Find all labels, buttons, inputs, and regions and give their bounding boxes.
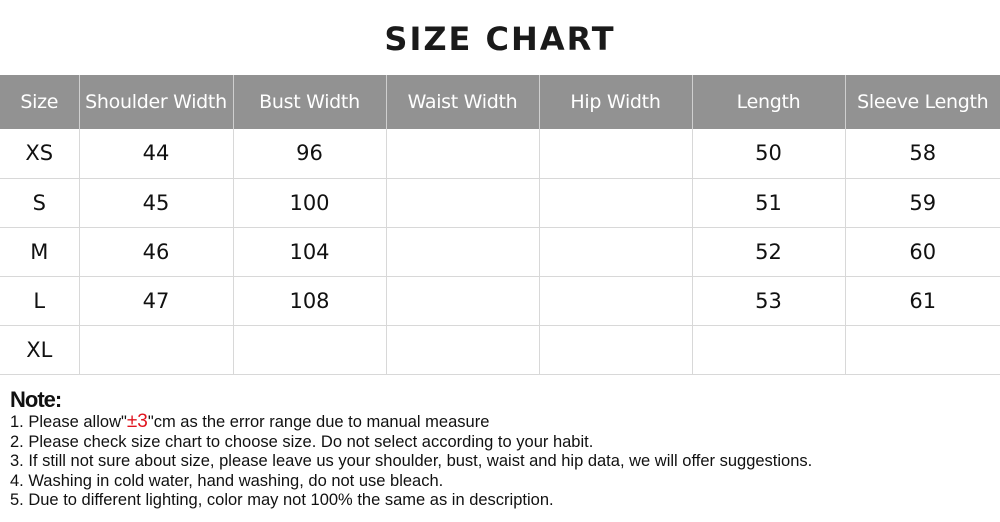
measurement-cell — [232, 325, 387, 375]
tolerance-value: ±3 — [126, 411, 148, 432]
measurement-cell: 46 — [78, 227, 234, 277]
column-header: Hip Width — [539, 75, 693, 129]
measurement-cell: 45 — [78, 178, 234, 228]
size-chart-table: Size Shoulder Width Bust Width Waist Wid… — [0, 75, 1000, 375]
measurement-cell: 60 — [844, 227, 1000, 277]
measurement-cell: 104 — [232, 227, 387, 277]
size-cell: L — [0, 276, 80, 326]
column-header: Size — [0, 75, 80, 129]
note-text: "cm as the error range due to manual mea… — [147, 413, 490, 431]
size-cell: M — [0, 227, 80, 277]
column-header: Waist Width — [386, 75, 540, 129]
measurement-cell — [385, 129, 540, 179]
measurement-cell — [78, 325, 234, 375]
measurement-cell — [538, 178, 693, 228]
table-row: XL — [0, 325, 1000, 375]
notes-section: Note: 1. Please allow"±3"cm as the error… — [10, 388, 812, 511]
measurement-cell: 52 — [691, 227, 846, 277]
table-row: L 47 108 53 61 — [0, 276, 1000, 326]
column-header: Sleeve Length — [845, 75, 1000, 129]
note-line: 1. Please allow"±3"cm as the error range… — [10, 412, 812, 433]
measurement-cell: 59 — [844, 178, 1000, 228]
measurement-cell: 47 — [78, 276, 234, 326]
measurement-cell — [538, 276, 693, 326]
measurement-cell: 50 — [691, 129, 846, 179]
measurement-cell: 61 — [844, 276, 1000, 326]
note-line: 4. Washing in cold water, hand washing, … — [10, 471, 444, 490]
size-cell: XS — [0, 129, 80, 179]
note-line: 5. Due to different lighting, color may … — [10, 491, 554, 509]
column-header: Shoulder Width — [79, 75, 234, 129]
measurement-cell — [385, 276, 540, 326]
measurement-cell: 108 — [232, 276, 387, 326]
table-row: M 46 104 52 60 — [0, 227, 1000, 277]
measurement-cell — [538, 129, 693, 179]
measurement-cell: 53 — [691, 276, 846, 326]
note-line: 2. Please check size chart to choose siz… — [10, 432, 594, 451]
measurement-cell — [538, 227, 693, 277]
measurement-cell — [385, 227, 540, 277]
measurement-cell — [844, 325, 1000, 375]
size-cell: S — [0, 178, 80, 228]
table-row: S 45 100 51 59 — [0, 178, 1000, 228]
note-line: 3. If still not sure about size, please … — [10, 452, 813, 470]
measurement-cell — [385, 178, 540, 228]
measurement-cell: 51 — [691, 178, 846, 228]
measurement-cell — [538, 325, 693, 375]
column-header: Length — [692, 75, 846, 129]
header-row: Size Shoulder Width Bust Width Waist Wid… — [0, 75, 1000, 129]
measurement-cell — [691, 325, 846, 375]
measurement-cell: 96 — [232, 129, 387, 179]
note-text: 1. Please allow" — [10, 413, 127, 431]
measurement-cell — [385, 325, 540, 375]
notes-title: Note: — [10, 387, 62, 412]
measurement-cell: 100 — [232, 178, 387, 228]
column-header: Bust Width — [233, 75, 387, 129]
table-row: XS 44 96 50 58 — [0, 129, 1000, 179]
page-title: SIZE CHART — [384, 20, 616, 58]
measurement-cell: 58 — [844, 129, 1000, 179]
size-cell: XL — [0, 325, 80, 375]
measurement-cell: 44 — [78, 129, 234, 179]
